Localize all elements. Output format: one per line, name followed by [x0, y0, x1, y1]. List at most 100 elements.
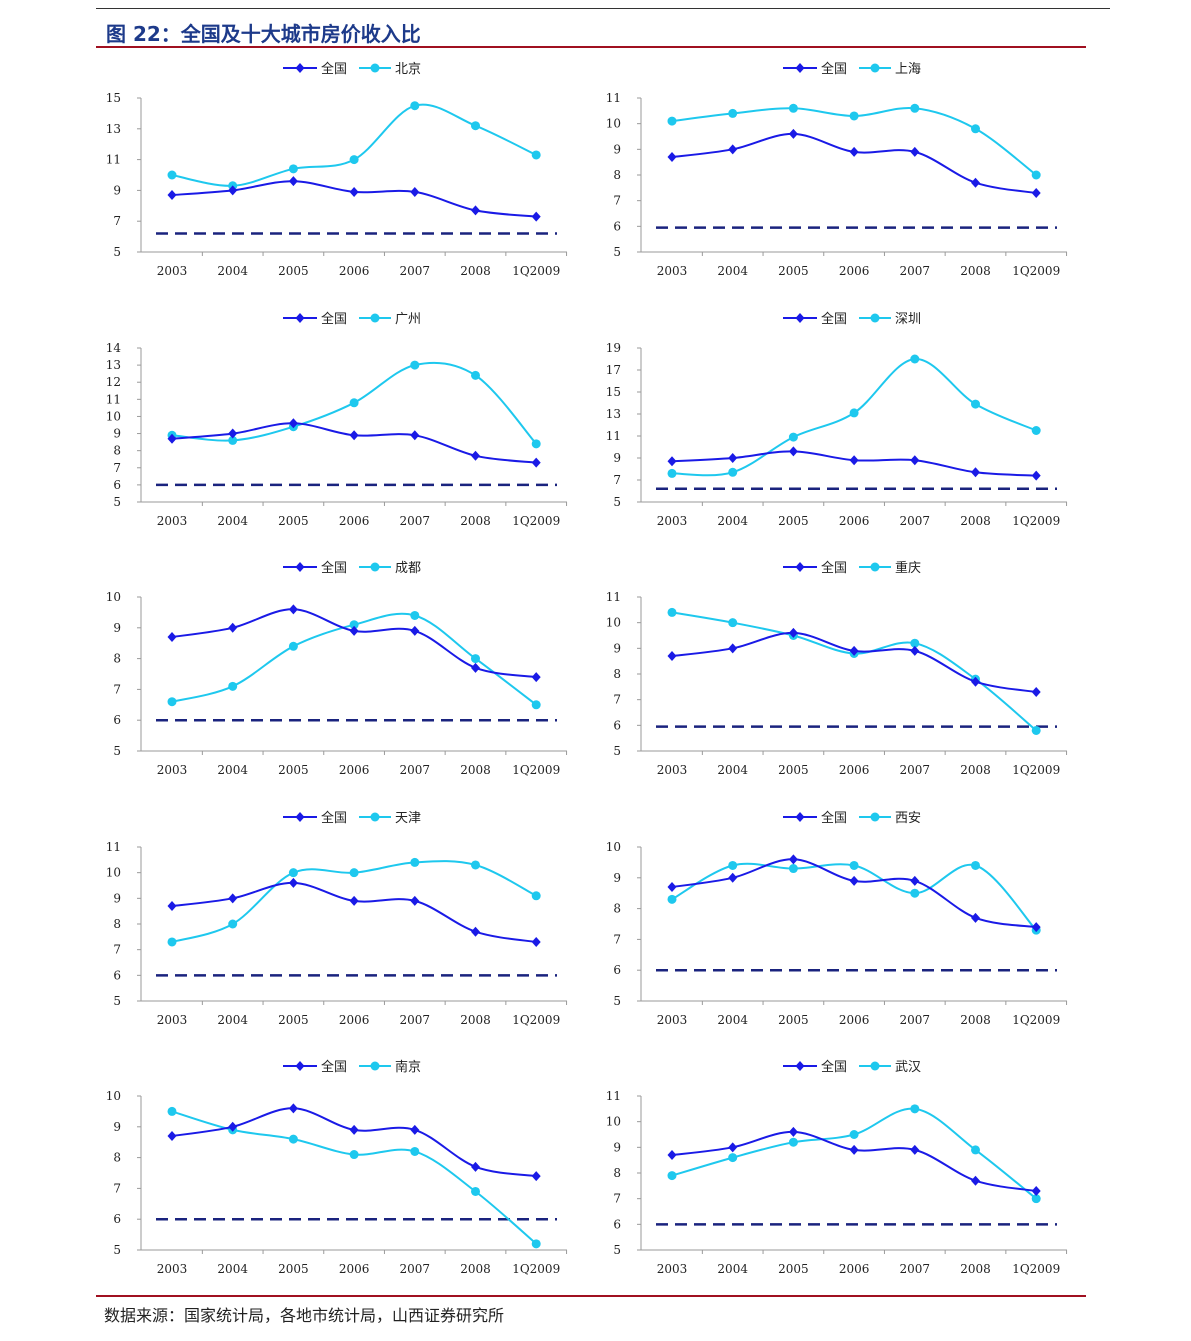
data-point-national	[167, 1131, 177, 1142]
y-tick-label: 6	[113, 713, 121, 727]
x-tick-label: 2005	[778, 763, 809, 777]
legend-label-national: 全国	[321, 311, 347, 327]
x-tick-label: 2008	[960, 514, 991, 528]
y-tick-label: 8	[113, 917, 121, 931]
legend-marker-national	[795, 313, 805, 323]
x-tick-label: 2007	[900, 763, 931, 777]
y-tick-label: 11	[606, 590, 621, 604]
data-point-city	[349, 155, 359, 165]
data-point-city	[288, 868, 298, 878]
y-tick-label: 8	[613, 902, 621, 916]
data-point-national	[1031, 187, 1041, 198]
data-point-city	[471, 121, 480, 131]
data-point-city	[471, 370, 480, 380]
legend-label-city: 天津	[395, 811, 421, 826]
y-tick-label: 9	[613, 142, 621, 156]
y-tick-label: 5	[613, 994, 621, 1008]
data-point-city	[410, 101, 420, 111]
legend-label-national: 全国	[821, 560, 847, 576]
data-point-city	[288, 164, 298, 174]
data-point-city	[849, 1130, 859, 1139]
y-tick-label: 10	[606, 117, 621, 131]
y-tick-label: 6	[613, 963, 621, 977]
legend-marker-national	[795, 1061, 805, 1071]
y-tick-label: 6	[613, 1217, 621, 1231]
y-tick-label: 10	[606, 840, 621, 854]
x-tick-label: 1Q2009	[512, 1013, 560, 1027]
legend-marker-national	[295, 63, 305, 73]
data-point-national	[531, 1171, 541, 1182]
data-point-national	[349, 186, 359, 197]
data-point-national	[349, 1124, 359, 1135]
data-point-city	[667, 468, 677, 478]
series-line-北京	[171, 103, 537, 187]
x-tick-label: 2008	[960, 1013, 991, 1027]
y-tick-label: 8	[113, 444, 121, 458]
x-tick-label: 2007	[900, 1013, 931, 1027]
legend: 全国 西安	[783, 810, 921, 826]
data-point-national	[228, 1121, 238, 1132]
data-point-national	[1031, 1185, 1041, 1196]
data-point-national	[531, 457, 541, 468]
data-point-national	[531, 211, 541, 222]
data-point-national	[1031, 686, 1041, 697]
x-tick-label: 2007	[400, 763, 431, 777]
legend-marker-city	[370, 812, 380, 822]
x-tick-label: 2004	[217, 264, 248, 278]
x-tick-label: 2005	[778, 514, 809, 528]
x-tick-label: 2003	[657, 264, 688, 278]
x-tick-label: 2006	[839, 1013, 870, 1027]
y-tick-label: 19	[606, 341, 621, 355]
x-tick-label: 2006	[339, 763, 370, 777]
data-point-city	[531, 439, 541, 449]
data-point-national	[288, 1103, 298, 1114]
x-tick-label: 2003	[157, 763, 188, 777]
data-point-city	[971, 124, 980, 134]
data-point-national	[667, 456, 677, 467]
data-point-city	[728, 860, 738, 870]
data-point-national	[971, 467, 980, 478]
data-point-national	[228, 893, 238, 904]
x-tick-label: 2007	[400, 1013, 431, 1027]
data-point-national	[410, 1124, 420, 1135]
legend-marker-city	[870, 63, 880, 73]
data-point-national	[910, 645, 920, 656]
data-point-national	[788, 1126, 798, 1137]
x-tick-label: 1Q2009	[1012, 1013, 1060, 1027]
y-tick-label: 17	[606, 363, 621, 377]
data-point-city	[971, 1145, 980, 1155]
data-point-city	[849, 408, 859, 418]
data-point-city	[471, 1186, 480, 1196]
legend-label-national: 全国	[821, 61, 847, 77]
y-tick-label: 7	[613, 693, 621, 707]
y-tick-label: 9	[613, 641, 621, 655]
data-point-national	[667, 152, 677, 163]
x-tick-label: 2004	[217, 1262, 248, 1276]
y-tick-label: 9	[613, 451, 621, 465]
y-tick-label: 7	[113, 943, 121, 957]
chart-3: 5 6 7 8 9 10 11 12 13 14 2003 2004 2005 2006 2007 2008 1…	[106, 311, 568, 528]
data-point-city	[349, 1150, 359, 1160]
data-point-city	[167, 1106, 177, 1116]
y-tick-label: 5	[613, 495, 621, 509]
legend-marker-national	[295, 313, 305, 323]
y-tick-label: 5	[613, 245, 621, 259]
y-tick-label: 9	[113, 891, 121, 905]
data-point-national	[471, 926, 480, 937]
y-tick-label: 7	[613, 473, 621, 487]
x-tick-label: 2007	[400, 264, 431, 278]
chart-5: 5 6 7 8 9 10 2003 2004 2005 2006 2007 2008 1Q2009 全国 成…	[106, 560, 568, 777]
x-tick-label: 2004	[217, 514, 248, 528]
x-tick-label: 2004	[217, 1013, 248, 1027]
legend: 全国 南京	[283, 1059, 421, 1075]
x-tick-label: 1Q2009	[1012, 763, 1060, 777]
y-tick-label: 8	[113, 652, 121, 666]
x-tick-label: 2003	[157, 264, 188, 278]
legend-marker-city	[870, 1061, 880, 1071]
series-line-全国	[171, 608, 537, 679]
data-point-national	[788, 446, 798, 457]
legend: 全国 天津	[283, 810, 421, 826]
data-point-city	[167, 170, 177, 180]
data-point-city	[471, 654, 480, 664]
legend: 全国 广州	[283, 311, 421, 327]
